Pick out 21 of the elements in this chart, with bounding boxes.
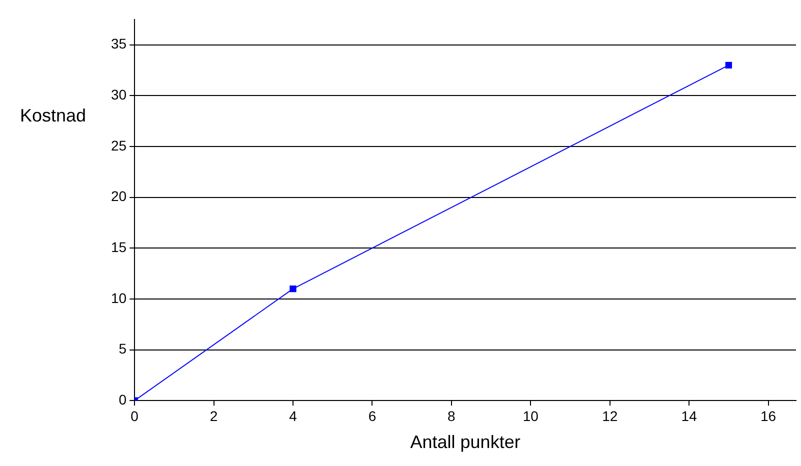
y-tick-label: 0 <box>118 391 127 408</box>
x-axis-title: Antall punkter <box>410 432 520 452</box>
x-tick-label: 14 <box>681 408 698 424</box>
point <box>290 285 296 292</box>
x-tick-label: 10 <box>522 408 539 424</box>
y-tick-label: 35 <box>110 36 127 52</box>
y-tick-label: 15 <box>110 238 127 255</box>
y-tick-label: 25 <box>110 137 127 154</box>
x-tick-label: 0 <box>130 408 139 424</box>
x-tick-label: 16 <box>760 408 776 424</box>
y-tick-label: 5 <box>118 340 127 357</box>
x-tick-label: 8 <box>448 408 456 424</box>
x-tick-label: 2 <box>210 408 218 424</box>
x-tick-label: 4 <box>289 408 298 424</box>
y-tick-label: 20 <box>110 188 127 204</box>
y-tick-label: 10 <box>110 290 127 306</box>
y-axis-title: Kostnad <box>20 105 86 126</box>
x-tick-label: 6 <box>368 408 376 424</box>
y-tick-label: 30 <box>110 86 127 102</box>
x-tick-label: 12 <box>602 408 618 424</box>
point <box>725 62 732 68</box>
